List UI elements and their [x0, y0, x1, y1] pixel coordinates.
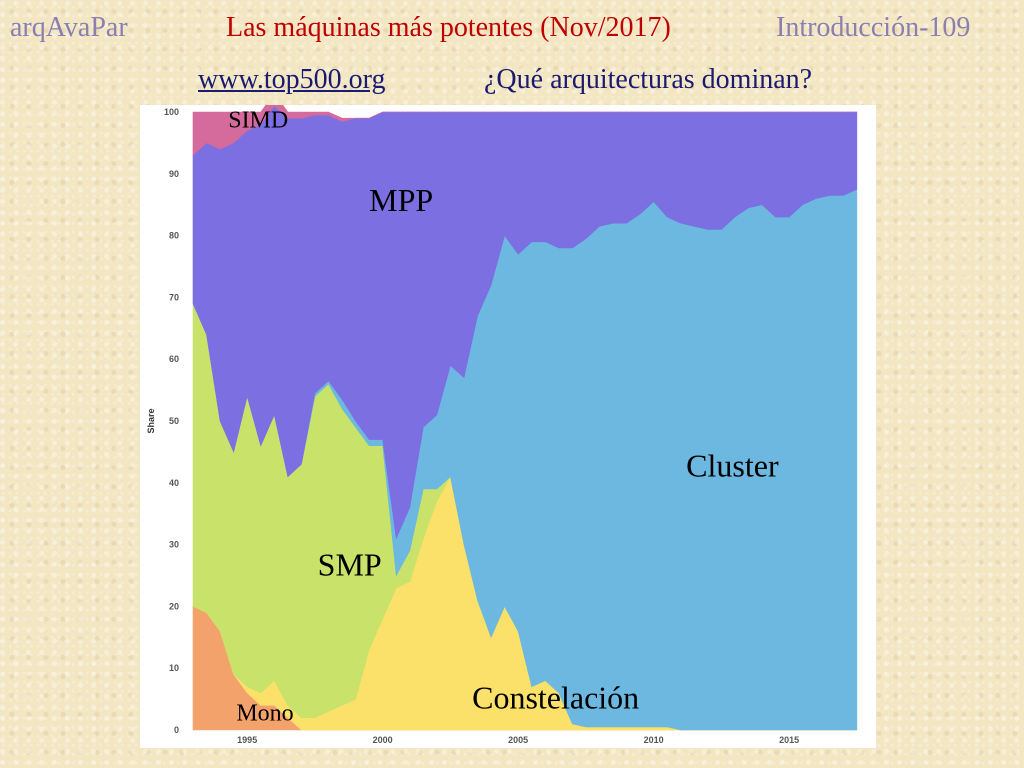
x-tick-label: 2010: [644, 735, 664, 745]
course-name: arqAvaPar: [10, 12, 128, 43]
y-tick-label: 70: [169, 292, 179, 302]
x-tick-label: 2000: [373, 735, 393, 745]
y-tick-label: 60: [169, 354, 179, 364]
region-label: MPP: [369, 182, 433, 218]
section-label: Introducción-109: [776, 12, 971, 43]
region-label: Constelación: [472, 679, 639, 715]
y-tick-label: 80: [169, 231, 179, 241]
region-label: Mono: [236, 701, 293, 727]
x-tick-label: 1995: [237, 735, 257, 745]
y-tick-label: 30: [169, 540, 179, 550]
y-axis-title: Share: [146, 408, 156, 433]
x-tick-label: 2005: [508, 735, 528, 745]
area-simd: [192, 105, 857, 156]
slide-title: Las máquinas más potentes (Nov/2017): [226, 12, 671, 43]
top500-link[interactable]: www.top500.org: [198, 64, 386, 95]
x-tick-label: 2015: [779, 735, 799, 745]
region-label: SMP: [318, 547, 382, 583]
chart-panel: 0 10 20 30 40 50 60 70 80 90 100 1995 2000 2005 2010 20…: [140, 105, 876, 748]
y-tick-label: 40: [169, 478, 179, 488]
y-tick-label: 0: [174, 725, 179, 735]
y-tick-label: 90: [169, 169, 179, 179]
y-tick-label: 20: [169, 601, 179, 611]
region-label: SIMD: [228, 107, 288, 133]
y-tick-label: 100: [164, 107, 179, 117]
slide-question: ¿Qué arquitecturas dominan?: [484, 64, 813, 95]
y-tick-label: 10: [169, 663, 179, 673]
architecture-share-chart: 0 10 20 30 40 50 60 70 80 90 100 1995 2000 2005 2010 20…: [146, 105, 858, 745]
region-label: Cluster: [686, 448, 779, 484]
y-tick-label: 50: [169, 416, 179, 426]
